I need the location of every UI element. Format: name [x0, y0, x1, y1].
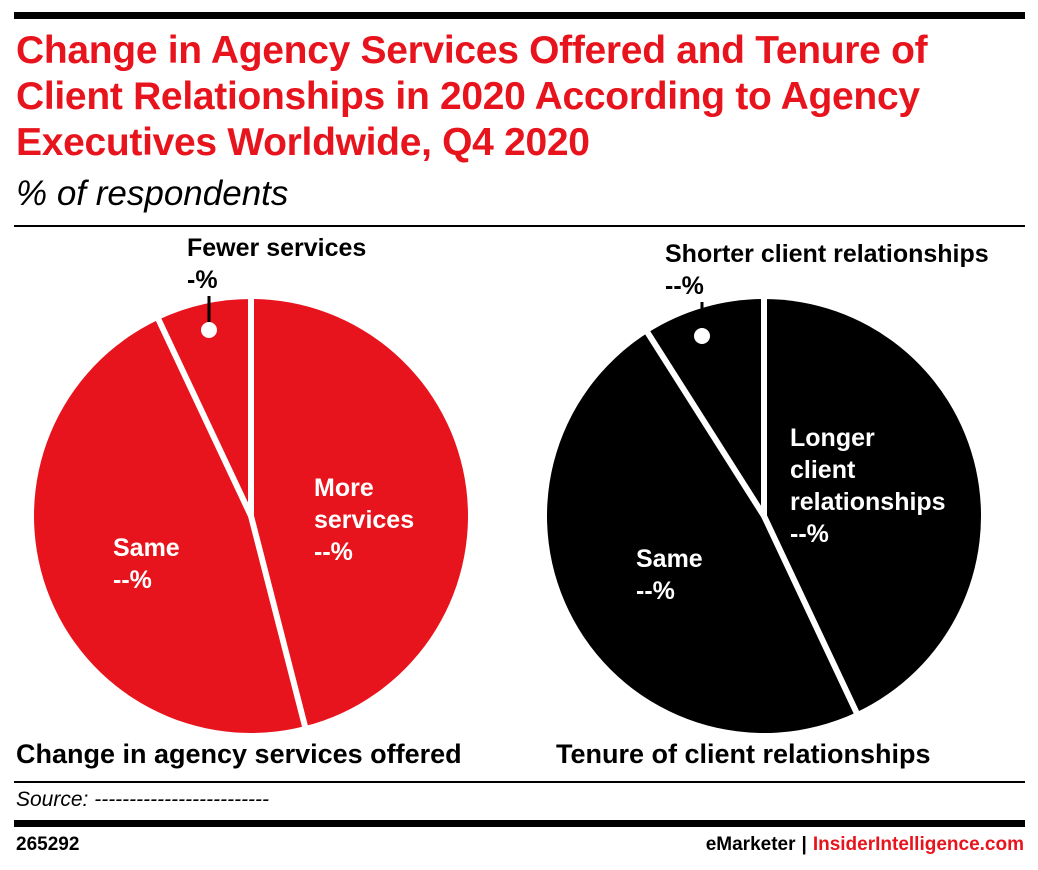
pie-slice-longer-client-relationships — [764, 299, 981, 713]
source-note: Source: ------------------------- — [16, 788, 270, 811]
footer-divider — [14, 781, 1025, 783]
callout-label-fewer-services: -% — [187, 266, 218, 294]
slice-label-longer-client-relationships: relationships — [790, 488, 946, 516]
chart-title: Change in Agency Services Offered and Te… — [16, 29, 928, 164]
pie-slice-more-services — [251, 299, 469, 727]
slice-label-same: --% — [113, 566, 152, 594]
slice-separator — [644, 329, 767, 518]
pie-chart-change-in-agency-services-offered: More services --% Same --% Fewer services -% Ch… — [16, 234, 469, 769]
slice-label-longer-client-relationships: --% — [790, 520, 829, 548]
callout-label-shorter-client-relationships: --% — [665, 272, 704, 300]
slice-label-same: Same — [636, 545, 703, 573]
chart-id: 265292 — [16, 834, 80, 855]
slice-label-more-services: services — [314, 506, 414, 534]
slice-label-same: Same — [113, 534, 180, 562]
callout-dot — [694, 328, 710, 344]
brand-separator: | — [801, 834, 807, 855]
brand-footer: eMarketer | InsiderIntelligence.com — [706, 834, 1024, 856]
callout-label-fewer-services: Fewer services — [187, 234, 366, 262]
callout-dot — [201, 322, 217, 338]
brand-primary: eMarketer — [705, 834, 796, 855]
callout-label-shorter-client-relationships: Shorter client relationships — [665, 240, 989, 268]
chart-subtitle: % of respondents — [16, 174, 289, 213]
bottom-rule — [14, 820, 1025, 827]
slice-separator — [155, 316, 254, 518]
header-divider — [14, 225, 1025, 227]
pie-slice-same — [33, 319, 305, 734]
slice-label-more-services: More — [314, 474, 374, 502]
slice-separator — [248, 515, 309, 729]
pie-chart-title: Change in agency services offered — [16, 739, 462, 769]
brand-secondary: InsiderIntelligence.com — [812, 834, 1024, 855]
slice-label-longer-client-relationships: Longer — [790, 424, 875, 452]
slice-label-same: --% — [636, 577, 675, 605]
slice-label-longer-client-relationships: client — [790, 456, 856, 484]
pie-slice-same — [547, 332, 857, 733]
pie-chart-tenure-of-client-relationships: Longer client relationships --% Same --% Short… — [547, 240, 989, 769]
pie-slice-shorter-client-relationships — [647, 299, 764, 516]
pie-chart-title: Tenure of client relationships — [556, 739, 931, 769]
top-rule — [14, 12, 1025, 19]
slice-separator — [761, 514, 860, 716]
slice-label-more-services: --% — [314, 538, 353, 566]
